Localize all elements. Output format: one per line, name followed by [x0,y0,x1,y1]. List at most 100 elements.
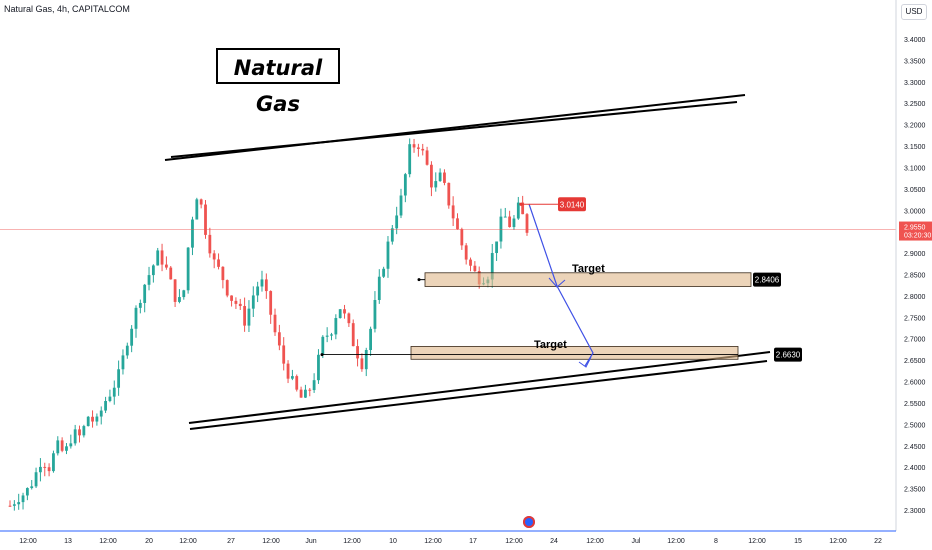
candle-body [390,228,394,242]
candle-body [273,314,277,333]
candle-body [165,264,168,268]
candle-body [186,247,190,291]
candle-body [425,150,429,165]
candle-body [312,380,316,391]
target-lower-label: Target [534,339,567,351]
candle-body [451,205,455,219]
price-tick-label: 2.6000 [904,380,926,387]
candle-body [443,172,446,183]
candle-body [299,389,303,398]
candle-body [521,202,525,215]
candle-body [286,363,290,379]
price-tick-label: 3.3500 [904,58,926,65]
candle-body [403,174,407,196]
candle-body [217,259,220,267]
candle-body [117,369,121,388]
candle-body [47,467,51,472]
candle-body [221,266,225,281]
time-tick-label: 12:00 [829,538,847,545]
price-tick-label: 2.7500 [904,315,926,322]
candle-body [230,295,233,301]
candle-body [495,241,498,254]
time-tick-label: 22 [874,538,882,545]
candle-body [169,267,173,280]
candle-body [277,332,281,346]
candle-body [290,376,294,379]
candle-body [416,147,420,149]
candle-body [434,181,438,188]
chart-title-label: Natural Gas [216,48,340,116]
candle-body [330,334,333,336]
candle-body [508,216,512,228]
candle-body [56,440,60,454]
candle-body [464,245,468,260]
time-tick-label: 12:00 [262,538,280,545]
price-tick-label: 2.4000 [904,465,926,472]
candle-body [438,172,442,182]
candle-body [69,443,73,447]
candle-body [91,416,94,422]
candle-body [325,335,329,337]
target-zone-upper-anchor [417,278,421,282]
candle-body [147,275,151,285]
candle-body [490,253,494,280]
candle-body [308,389,312,391]
candle-body [356,346,359,359]
candle-body [134,307,138,329]
candle-body [499,216,503,242]
candle-body [39,466,42,473]
candle-body [395,215,399,229]
candle-body [208,234,212,254]
time-tick-label: 8 [714,538,718,545]
candle-body [343,309,346,314]
price-tick-label: 3.1500 [904,144,926,151]
channel-lower-line [188,351,771,424]
price-tick-label: 2.5000 [904,422,926,429]
time-tick-label: 13 [64,538,72,545]
projection-arrow [528,203,594,367]
candle-body [377,276,381,301]
candle-body [34,472,38,487]
currency-button[interactable]: USD [901,4,927,20]
candle-body [269,291,273,315]
price-tick-label: 2.7000 [904,337,926,344]
price-tag-target2 [774,347,802,362]
time-tick-label: 12:00 [424,538,442,545]
drawing-overlays: Target Target 3.0140 2.8406 2.6630 [0,94,896,430]
price-tick-label: 3.3000 [904,80,926,87]
candle-body [469,259,472,266]
candle-body [525,214,529,233]
candle-body [234,300,238,304]
time-tick-label: 12:00 [586,538,604,545]
target-upper-label: Target [572,263,605,275]
candle-body [160,250,164,265]
candle-body [112,387,116,397]
candle-body [347,313,351,324]
price-tag-anchor [519,202,523,206]
price-tick-label: 2.3500 [904,487,926,494]
candle-body [369,328,372,351]
candle-body [364,350,368,370]
candle-body [460,229,464,246]
candle-body [30,486,34,489]
price-tick-label: 3.2000 [904,123,926,130]
time-tick-label: 12:00 [667,538,685,545]
candle-body [282,345,286,364]
candle-body [199,199,203,205]
time-tick-label: 20 [145,538,153,545]
candle-body [25,488,29,496]
candle-series [8,138,529,511]
candle-body [334,318,338,335]
us-flag-icon [523,516,535,528]
candle-body [143,284,147,303]
time-tick-label: Jun [305,538,316,545]
candle-body [373,300,377,329]
candle-body [191,219,194,248]
price-tick-label: 3.0000 [904,208,926,215]
candle-body [256,286,260,296]
price-tick-label: 3.1000 [904,165,926,172]
price-tag-target1 [753,272,781,287]
time-tick-label: 24 [550,538,558,545]
candle-body [173,279,177,302]
